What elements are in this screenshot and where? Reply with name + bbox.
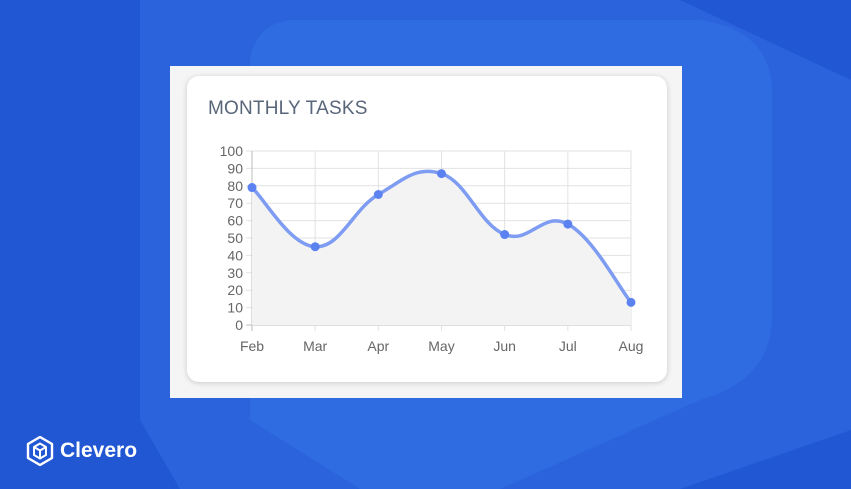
data-point (310, 242, 320, 252)
y-tick-label: 90 (227, 160, 243, 176)
data-point (373, 190, 383, 199)
x-tick-label: Jun (493, 338, 516, 354)
brand: Clevero (26, 434, 137, 468)
y-tick-label: 0 (235, 317, 243, 333)
data-point (626, 297, 636, 307)
y-tick-label: 60 (227, 213, 243, 229)
brand-name: Clevero (60, 439, 138, 462)
clevero-logo-icon (26, 436, 54, 466)
y-tick-label: 10 (227, 300, 243, 316)
series-area (252, 171, 631, 325)
y-tick-label: 40 (227, 247, 243, 263)
series-points (247, 169, 636, 307)
x-tick-label: Apr (367, 338, 389, 354)
y-tick-label: 80 (227, 178, 243, 194)
data-point (500, 230, 510, 240)
x-tick-label: Feb (240, 338, 264, 354)
data-point (437, 169, 446, 179)
y-tick-label: 100 (220, 143, 244, 159)
data-point (247, 183, 257, 193)
x-tick-label: May (428, 338, 454, 354)
x-tick-label: Jul (559, 338, 577, 354)
y-tick-label: 20 (227, 282, 243, 298)
card-title: MONTHLY TASKS (208, 98, 368, 119)
x-tick-label: Mar (303, 338, 327, 354)
y-tick-label: 70 (227, 195, 243, 211)
chart-card: MONTHLY TASKS 0 10 20 30 40 50 60 70 80 90 100 Feb… (187, 76, 667, 382)
chart-frame: MONTHLY TASKS 0 10 20 30 40 50 60 70 80 90 100 Feb… (170, 66, 682, 398)
x-axis-ticks: Feb Mar Apr May Jun Jul Aug (240, 338, 644, 354)
y-tick-label: 50 (227, 230, 243, 246)
x-tick-label: Aug (619, 338, 644, 354)
y-tick-label: 30 (227, 265, 243, 281)
data-point (563, 219, 573, 229)
